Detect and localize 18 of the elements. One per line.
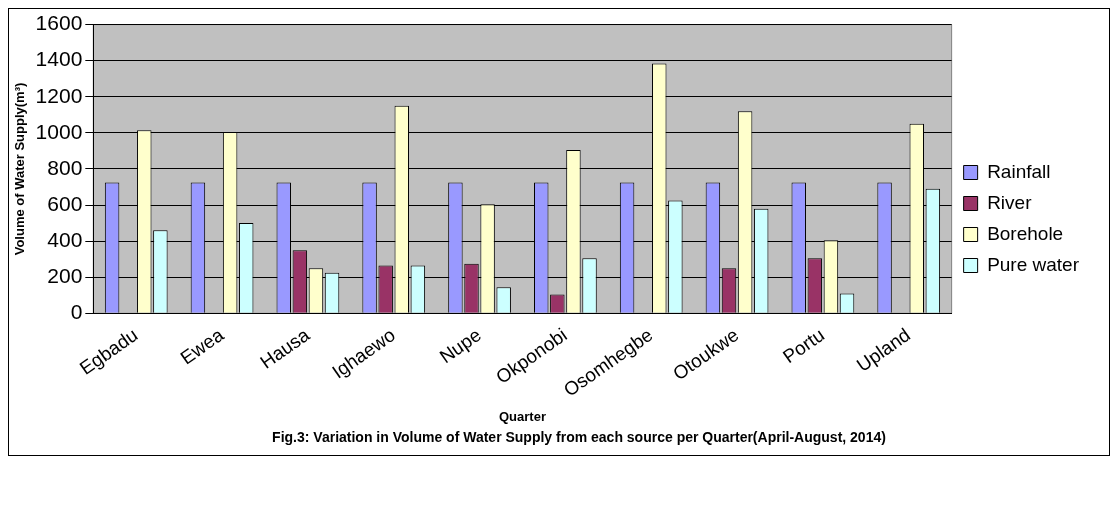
y-tick-label: 600 <box>47 191 83 215</box>
y-tick-label: 200 <box>47 264 83 288</box>
x-tick-label: Portu <box>778 324 829 368</box>
y-tick-label: 1600 <box>35 11 83 35</box>
legend-label: Rainfall <box>987 160 1051 182</box>
caption: Fig.3: Variation in Volume of Water Supply from each source per Quarter(April-August, 2014) <box>271 429 887 445</box>
y-tick-label: 1000 <box>35 119 83 143</box>
x-tick-label: Nupe <box>435 324 485 368</box>
x-axis-title: Quarter <box>498 408 546 424</box>
y-tick-label: 1200 <box>35 83 83 107</box>
y-tick-label: 400 <box>47 227 83 251</box>
y-axis-title: Volume of Water Supply(m³) <box>12 82 28 256</box>
legend-label: Borehole <box>987 222 1064 244</box>
y-tick-label: 0 <box>70 300 83 324</box>
legend-label: Pure water <box>987 253 1080 275</box>
y-tick-label: 800 <box>47 155 83 179</box>
legend-label: River <box>987 191 1033 213</box>
y-tick-label: 1400 <box>35 47 83 71</box>
